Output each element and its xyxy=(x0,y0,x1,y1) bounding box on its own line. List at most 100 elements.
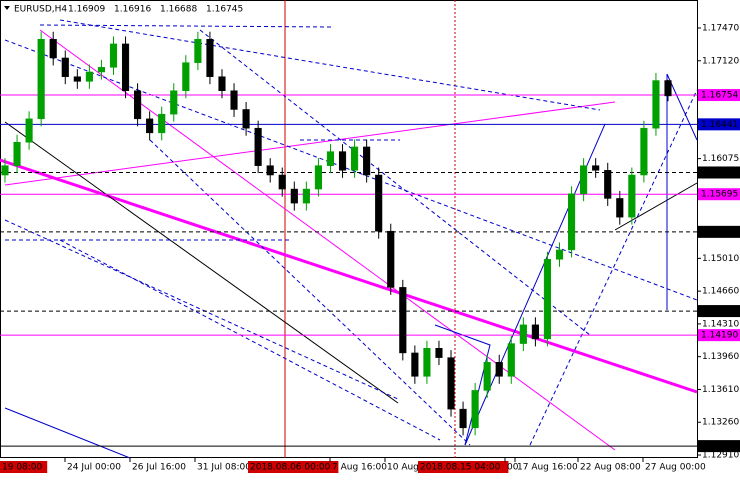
candle-body xyxy=(351,146,359,171)
trend-line xyxy=(614,182,698,231)
candle-body xyxy=(628,174,636,218)
trend-line xyxy=(0,158,698,394)
candle-body xyxy=(314,165,322,190)
time-label: 2018.08.06 00:00 xyxy=(250,463,331,473)
time-label: 00 xyxy=(507,463,519,473)
candle-body xyxy=(531,324,539,340)
price-level-label: 1.16754 xyxy=(701,91,738,101)
symbol: EURUSD,H4 xyxy=(14,5,67,15)
price-level-box xyxy=(698,188,740,201)
candle-body xyxy=(266,165,274,176)
candle-body xyxy=(447,357,455,410)
time-label: 31 Jul 08:00 xyxy=(197,463,251,473)
candle-body xyxy=(290,188,298,204)
time-label: 24 Jul 00:00 xyxy=(67,463,121,473)
trend-line xyxy=(4,101,616,186)
candle-body xyxy=(218,76,226,91)
time-label-box xyxy=(418,461,509,473)
price-level-box xyxy=(698,118,740,131)
candle-body xyxy=(555,249,564,260)
price-level-label: 1.15695 xyxy=(701,190,738,200)
candle-body xyxy=(495,362,503,377)
price-level-box xyxy=(698,89,740,102)
candle-body xyxy=(580,165,588,194)
header-high: 1.16916 xyxy=(114,5,151,15)
price-level-box xyxy=(698,440,740,453)
price-level-box xyxy=(698,329,740,342)
candle-body xyxy=(652,80,660,129)
time-label: 26 Jul 16:00 xyxy=(132,463,186,473)
candle-body xyxy=(182,62,190,91)
candle-body xyxy=(616,198,624,218)
candle-body xyxy=(13,141,21,166)
candle-body xyxy=(411,352,419,377)
time-label: 17 Aug 16:00 xyxy=(517,463,578,473)
candle-body xyxy=(242,109,250,129)
candle-body xyxy=(109,43,118,68)
candle-body xyxy=(194,38,202,63)
candle-body xyxy=(326,151,335,166)
candle-body xyxy=(61,57,69,77)
candle-body xyxy=(543,259,552,340)
time-label: 27 Aug 00:00 xyxy=(645,463,706,473)
y-tick-label: 1.13610 xyxy=(702,385,739,395)
y-tick-label: 1.12910 xyxy=(702,451,739,461)
y-tick-label: 1.13260 xyxy=(702,418,739,428)
price-level-box xyxy=(698,225,740,238)
candle-body xyxy=(399,287,407,354)
candle-body xyxy=(423,348,431,377)
candle-body xyxy=(230,90,238,110)
time-label: 10 Aug xyxy=(387,463,419,473)
y-tick-label: 1.17120 xyxy=(702,56,739,66)
header-arrow xyxy=(4,6,10,10)
time-label: 22 Aug 08:00 xyxy=(580,463,641,473)
candle-body xyxy=(375,174,383,232)
time-label-box xyxy=(0,461,48,473)
y-tick-label: 1.13960 xyxy=(702,352,739,362)
candle-body xyxy=(471,390,479,429)
candle-body xyxy=(338,151,347,171)
candle-body xyxy=(604,170,612,199)
candle-body xyxy=(483,362,491,391)
candle-body xyxy=(170,90,178,115)
drawings xyxy=(0,0,698,459)
candle-body xyxy=(640,127,648,176)
candle-body xyxy=(519,324,527,344)
price-level-label: 1.14447 xyxy=(701,307,738,317)
candle-body xyxy=(459,408,467,429)
candle-body xyxy=(363,146,371,176)
header-open: 1.16909 xyxy=(68,5,105,15)
time-label: 7 Aug 16:00 xyxy=(332,463,387,473)
candle-body xyxy=(73,76,81,82)
price-level-label: 1.14190 xyxy=(701,331,738,341)
price-level-label: 1.15927 xyxy=(701,168,738,178)
price-level-label: 1.16441 xyxy=(701,120,738,130)
candle-body xyxy=(134,90,142,120)
candle-body xyxy=(254,127,262,166)
price-level-label: 1.15293 xyxy=(701,227,738,237)
candle-body xyxy=(592,165,600,171)
y-tick-label: 1.17470 xyxy=(702,23,739,33)
candle-body xyxy=(146,118,154,134)
time-label-box xyxy=(248,461,339,473)
y-tick-label: 1.14310 xyxy=(702,319,739,329)
candle-body xyxy=(1,165,9,176)
y-tick-label: 1.16075 xyxy=(702,154,739,164)
candle-body xyxy=(121,43,130,91)
candle-body xyxy=(387,230,395,288)
candle-body xyxy=(37,38,45,120)
candle-body xyxy=(567,193,576,251)
time-label: 2018.08.15 04:00 xyxy=(420,463,501,473)
price-level-box xyxy=(698,166,740,179)
candle-body xyxy=(206,38,214,77)
header: EURUSD,H4 1.16909 1.16916 1.16688 1.1674… xyxy=(4,5,243,15)
time-label: 19 08:00 xyxy=(2,463,43,473)
trend-line xyxy=(4,121,399,404)
candle-body xyxy=(85,71,93,82)
price-level-label: 1.13005 xyxy=(701,442,738,452)
candle-body xyxy=(302,188,310,204)
y-tick-label: 1.15010 xyxy=(702,254,739,264)
candle-body xyxy=(507,343,515,377)
candle-body xyxy=(158,113,166,134)
